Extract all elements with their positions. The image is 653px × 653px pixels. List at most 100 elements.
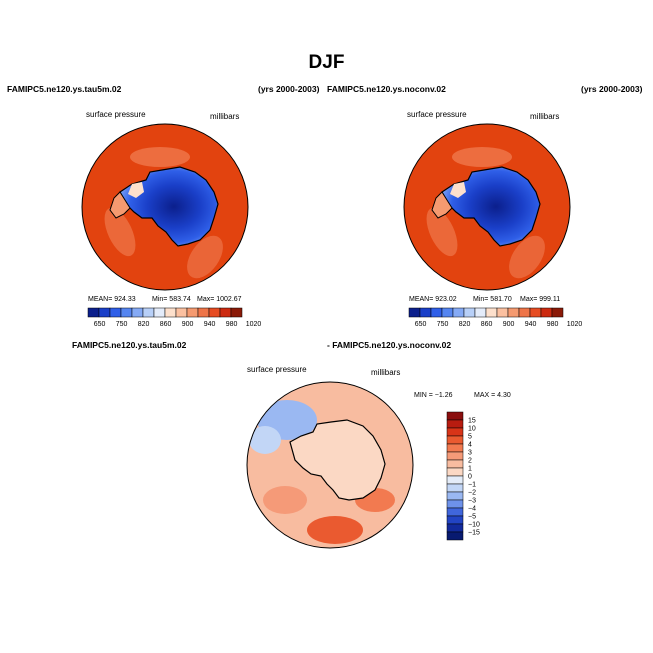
panel2-colorbar-swatch <box>496 307 509 318</box>
panel3-colorbar-tick-label: 2 <box>468 458 472 465</box>
panel1-colorbar-swatch <box>230 307 243 318</box>
panel1-mean: MEAN= 924.33 <box>88 296 136 303</box>
panel3-colorbar-tick-label: −10 <box>468 522 480 529</box>
panel3-colorbar-swatch <box>446 467 464 477</box>
panel1-colorbar-swatch <box>219 307 232 318</box>
panel1-colorbar-swatch <box>186 307 199 318</box>
panel2-colorbar-tick-label: 940 <box>525 321 537 328</box>
panel2-colorbar-swatch <box>408 307 421 318</box>
panel1-colorbar-swatch <box>98 307 111 318</box>
panel3-colorbar-tick-label: −4 <box>468 506 476 513</box>
panel3-colorbar-swatch <box>446 411 464 421</box>
case-title-left: FAMIPC5.ne120.ys.tau5m.02 <box>7 84 122 94</box>
panel3-colorbar-swatch <box>446 483 464 493</box>
panel3-colorbar-tick-label: 1 <box>468 466 472 473</box>
panel3-min: MIN = −1.26 <box>414 392 453 399</box>
panel2-colorbar-swatch <box>485 307 498 318</box>
panel2-colorbar-tick-label: 860 <box>481 321 493 328</box>
panel1-max: Max= 1002.67 <box>197 296 242 303</box>
panel2-colorbar-swatch <box>430 307 443 318</box>
panel3-colorbar-swatch <box>446 499 464 509</box>
panel3-colorbar-tick-label: 15 <box>468 418 476 425</box>
panel2-mean: MEAN= 923.02 <box>409 296 457 303</box>
panel3-colorbar-tick-label: −3 <box>468 498 476 505</box>
figure-title: DJF <box>308 52 345 73</box>
panel1-colorbar-swatch <box>175 307 188 318</box>
panel1-colorbar-swatch <box>153 307 166 318</box>
panel1-colorbar-tick-label: 860 <box>160 321 172 328</box>
panel1-colorbar-swatch <box>208 307 221 318</box>
panel3-units: millibars <box>371 368 401 377</box>
panel2-colorbar-swatch <box>474 307 487 318</box>
panel2-colorbar-swatch <box>507 307 520 318</box>
panel3-colorbar-swatch <box>446 451 464 461</box>
panel1-colorbar-tick-label: 940 <box>204 321 216 328</box>
panel1-colorbar-tick-label: 980 <box>226 321 238 328</box>
panel1-colorbar-swatch <box>109 307 122 318</box>
panel2-colorbar-tick-label: 750 <box>437 321 449 328</box>
panel2-colorbar-swatch <box>529 307 542 318</box>
panel2-colorbar: 650 750 820 860 900 940 980 1020 <box>408 307 582 328</box>
panel2-colorbar-swatch <box>452 307 465 318</box>
panel1-colorbar-swatch <box>197 307 210 318</box>
panel3-colorbar-swatch <box>446 443 464 453</box>
panel2-colorbar-swatch <box>540 307 553 318</box>
panel3-colorbar-swatch <box>446 491 464 501</box>
panel2-colorbar-swatch <box>518 307 531 318</box>
panel3-max: MAX = 4.30 <box>474 392 511 399</box>
panel3-colorbar-tick-label: −1 <box>468 482 476 489</box>
panel2-map <box>403 123 571 291</box>
panel3-colorbar-swatch <box>446 427 464 437</box>
years-left: (yrs 2000-2003) <box>258 84 320 94</box>
panel3-colorbar-tick-label: 4 <box>468 442 472 449</box>
years-right: (yrs 2000-2003) <box>581 84 643 94</box>
panel2-colorbar-swatch <box>551 307 564 318</box>
panel2-colorbar-swatch <box>419 307 432 318</box>
panel3-colorbar-tick-label: −15 <box>468 530 480 537</box>
panel1-map <box>81 123 249 291</box>
panel1-colorbar-swatch <box>131 307 144 318</box>
panel1-variable: surface pressure <box>86 110 146 119</box>
panel3-colorbar-tick-label: 5 <box>468 434 472 441</box>
panel2-colorbar-swatch <box>463 307 476 318</box>
panel1-colorbar: 650 750 820 860 900 940 980 1020 <box>87 307 261 328</box>
panel3-colorbar-swatch <box>446 435 464 445</box>
panel2-colorbar-tick-label: 980 <box>547 321 559 328</box>
panel3-colorbar-swatch <box>446 523 464 533</box>
panel1-colorbar-tick-label: 820 <box>138 321 150 328</box>
panel2-colorbar-tick-label: 650 <box>415 321 427 328</box>
panel3-colorbar-swatch <box>446 507 464 517</box>
panel2-colorbar-tick-label: 900 <box>503 321 515 328</box>
panel1-colorbar-swatch <box>164 307 177 318</box>
panel3-colorbar-swatch <box>446 459 464 469</box>
panel1-colorbar-tick-label: 1020 <box>246 321 262 328</box>
panel1-units: millibars <box>210 112 240 121</box>
diff-case-a: FAMIPC5.ne120.ys.tau5m.02 <box>72 340 187 350</box>
panel2-variable: surface pressure <box>407 110 467 119</box>
panel3-map <box>246 381 414 549</box>
panel3-colorbar-tick-label: −2 <box>468 490 476 497</box>
panel2-colorbar-tick-label: 820 <box>459 321 471 328</box>
case-title-right: FAMIPC5.ne120.ys.noconv.02 <box>327 84 446 94</box>
panel2-colorbar-swatch <box>441 307 454 318</box>
panel3-variable: surface pressure <box>247 365 307 374</box>
panel3-colorbar-swatch <box>446 419 464 429</box>
panel1-colorbar-tick-label: 750 <box>116 321 128 328</box>
panel3-colorbar-swatch <box>446 515 464 525</box>
panel1-min: Min= 583.74 <box>152 296 191 303</box>
panel3-colorbar-tick-label: 3 <box>468 450 472 457</box>
panel3-colorbar-tick-label: 10 <box>468 426 476 433</box>
diff-case-b: - FAMIPC5.ne120.ys.noconv.02 <box>327 340 452 350</box>
panel1-colorbar-swatch <box>87 307 100 318</box>
panel3-colorbar-tick-label: 0 <box>468 474 472 481</box>
panel2-max: Max= 999.11 <box>520 296 561 303</box>
panel1-colorbar-tick-label: 900 <box>182 321 194 328</box>
panel3-colorbar-swatch <box>446 531 464 541</box>
panel1-colorbar-swatch <box>142 307 155 318</box>
panel1-colorbar-tick-label: 650 <box>94 321 106 328</box>
panel2-units: millibars <box>530 112 560 121</box>
panel1-colorbar-swatch <box>120 307 133 318</box>
panel3-colorbar-tick-label: −5 <box>468 514 476 521</box>
panel3-colorbar-swatch <box>446 475 464 485</box>
